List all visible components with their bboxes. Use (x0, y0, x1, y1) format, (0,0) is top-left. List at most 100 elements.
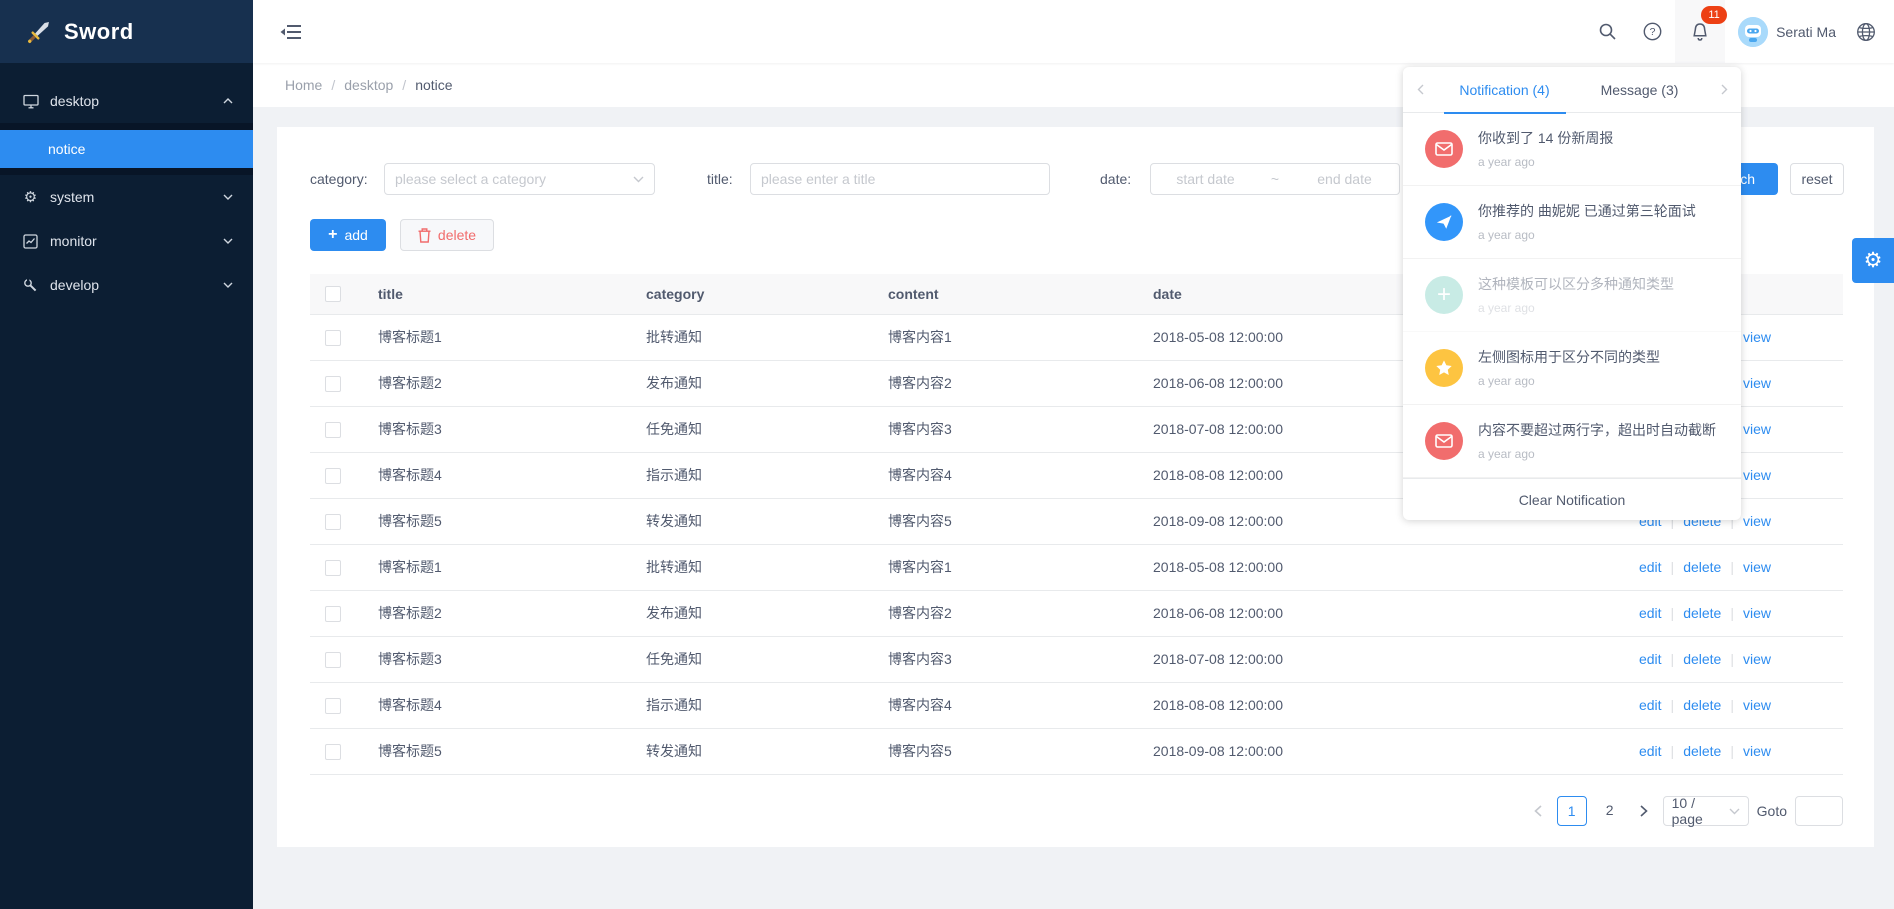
date-range-input[interactable]: start date ~ end date (1150, 163, 1400, 195)
view-link[interactable]: view (1742, 605, 1771, 621)
action-separator: | (1670, 743, 1675, 759)
chevron-right-icon[interactable] (1707, 84, 1741, 95)
view-link[interactable]: view (1742, 329, 1771, 345)
view-link[interactable]: view (1742, 375, 1771, 391)
notification-item[interactable]: 左侧图标用于区分不同的类型 a year ago (1403, 332, 1741, 405)
delete-link[interactable]: delete (1683, 559, 1722, 575)
sidebar-item-system[interactable]: ⚙ system (0, 175, 253, 219)
tab-message[interactable]: Message (3) (1600, 81, 1679, 98)
language-button[interactable] (1846, 0, 1894, 63)
row-checkbox[interactable] (325, 421, 341, 438)
goto-page-input[interactable] (1795, 796, 1843, 826)
cell-title: 博客标题4 (356, 682, 624, 729)
notification-time: a year ago (1478, 155, 1535, 169)
delete-link[interactable]: delete (1683, 743, 1722, 759)
reset-button[interactable]: reset (1790, 163, 1844, 195)
row-checkbox[interactable] (325, 651, 341, 668)
select-all-checkbox[interactable] (325, 286, 341, 303)
row-checkbox[interactable] (325, 605, 341, 622)
add-button[interactable]: + add (310, 219, 386, 251)
notification-item[interactable]: 你收到了 14 份新周报 a year ago (1403, 113, 1741, 186)
cell-title: 博客标题3 (356, 636, 624, 683)
category-select[interactable]: please select a category (384, 163, 655, 195)
notification-title: 内容不要超过两行字，超出时自动截断 (1478, 422, 1716, 438)
logo[interactable]: Sword (0, 0, 253, 63)
theme-settings-button[interactable]: ⚙ (1852, 238, 1894, 283)
notification-title: 左侧图标用于区分不同的类型 (1478, 349, 1660, 365)
sidebar-item-label: develop (50, 277, 100, 293)
edit-link[interactable]: edit (1638, 697, 1662, 713)
edit-link[interactable]: edit (1638, 559, 1662, 575)
sidebar-item-notice[interactable]: notice (0, 130, 253, 168)
row-checkbox[interactable] (325, 697, 341, 714)
tab-notification[interactable]: Notification (4) (1437, 67, 1572, 114)
search-button[interactable] (1585, 0, 1630, 63)
notification-tabs: Notification (4) Message (3) (1403, 67, 1741, 114)
cell-content: 博客内容5 (866, 498, 1131, 545)
cell-title: 博客标题5 (356, 728, 624, 775)
edit-link[interactable]: edit (1638, 651, 1662, 667)
delete-link[interactable]: delete (1683, 605, 1722, 621)
row-checkbox[interactable] (325, 375, 341, 392)
chevron-right-icon[interactable] (1633, 796, 1655, 826)
notification-item[interactable]: + 这种模板可以区分多种通知类型 a year ago (1403, 259, 1741, 332)
breadcrumb-notice: notice (415, 77, 453, 93)
edit-link[interactable]: edit (1638, 743, 1662, 759)
plus-icon: + (1425, 276, 1463, 314)
page-size-value: 10 / page (1671, 795, 1703, 827)
avatar (1738, 16, 1769, 47)
date-tilde: ~ (1270, 171, 1280, 187)
chevron-left-icon[interactable] (1527, 796, 1549, 826)
menu-fold-icon[interactable] (278, 19, 304, 45)
chevron-left-icon[interactable] (1403, 84, 1437, 95)
sidebar-item-label: desktop (50, 93, 100, 109)
cell-date: 2018-08-08 12:00:00 (1131, 682, 1441, 729)
sidebar-item-monitor[interactable]: monitor (0, 219, 253, 263)
row-checkbox[interactable] (325, 513, 341, 530)
row-checkbox[interactable] (325, 743, 341, 760)
page-button-2[interactable]: 2 (1605, 802, 1614, 818)
breadcrumb-separator: / (331, 77, 336, 93)
table-row: 博客标题2 发布通知 博客内容2 2018-06-08 12:00:00 edi… (310, 590, 1843, 637)
cell-date: 2018-07-08 12:00:00 (1131, 406, 1441, 453)
delete-button[interactable]: delete (400, 219, 494, 251)
edit-link[interactable]: edit (1638, 605, 1662, 621)
view-link[interactable]: view (1742, 559, 1771, 575)
user-menu[interactable]: Serati Ma (1725, 0, 1846, 63)
view-link[interactable]: view (1742, 467, 1771, 483)
notification-time: a year ago (1478, 301, 1535, 315)
cell-content: 博客内容4 (866, 452, 1131, 499)
delete-button-label: delete (437, 227, 477, 243)
row-checkbox[interactable] (325, 467, 341, 484)
delete-link[interactable]: delete (1683, 651, 1722, 667)
breadcrumb-desktop[interactable]: desktop (344, 77, 394, 93)
cell-date: 2018-09-08 12:00:00 (1131, 498, 1441, 545)
sidebar-item-desktop[interactable]: desktop (0, 79, 253, 123)
notification-item[interactable]: 你推荐的 曲妮妮 已通过第三轮面试 a year ago (1403, 186, 1741, 259)
send-icon (1425, 203, 1463, 241)
notification-bell-button[interactable]: 11 (1675, 0, 1728, 63)
help-button[interactable]: ? (1630, 0, 1675, 63)
sidebar-item-develop[interactable]: develop (0, 263, 253, 307)
row-checkbox[interactable] (325, 559, 341, 576)
cell-content: 博客内容5 (866, 728, 1131, 775)
breadcrumb-home[interactable]: Home (285, 77, 323, 93)
view-link[interactable]: view (1742, 697, 1771, 713)
view-link[interactable]: view (1742, 651, 1771, 667)
header-actions: ? 11 (1585, 0, 1894, 63)
cell-title: 博客标题1 (356, 314, 624, 361)
view-link[interactable]: view (1742, 513, 1771, 529)
page-button-1[interactable]: 1 (1556, 796, 1587, 826)
app-title: Sword (64, 18, 134, 44)
page-size-select[interactable]: 10 / page (1662, 795, 1749, 827)
action-separator: | (1670, 605, 1675, 621)
cell-date: 2018-05-08 12:00:00 (1131, 314, 1441, 361)
view-link[interactable]: view (1742, 743, 1771, 759)
clear-notification-button[interactable]: Clear Notification (1403, 478, 1741, 520)
view-link[interactable]: view (1742, 421, 1771, 437)
column-header-title: title (356, 274, 624, 315)
notification-item[interactable]: 内容不要超过两行字，超出时自动截断 a year ago (1403, 405, 1741, 478)
delete-link[interactable]: delete (1683, 697, 1722, 713)
title-input[interactable] (750, 163, 1050, 195)
row-checkbox[interactable] (325, 329, 341, 346)
